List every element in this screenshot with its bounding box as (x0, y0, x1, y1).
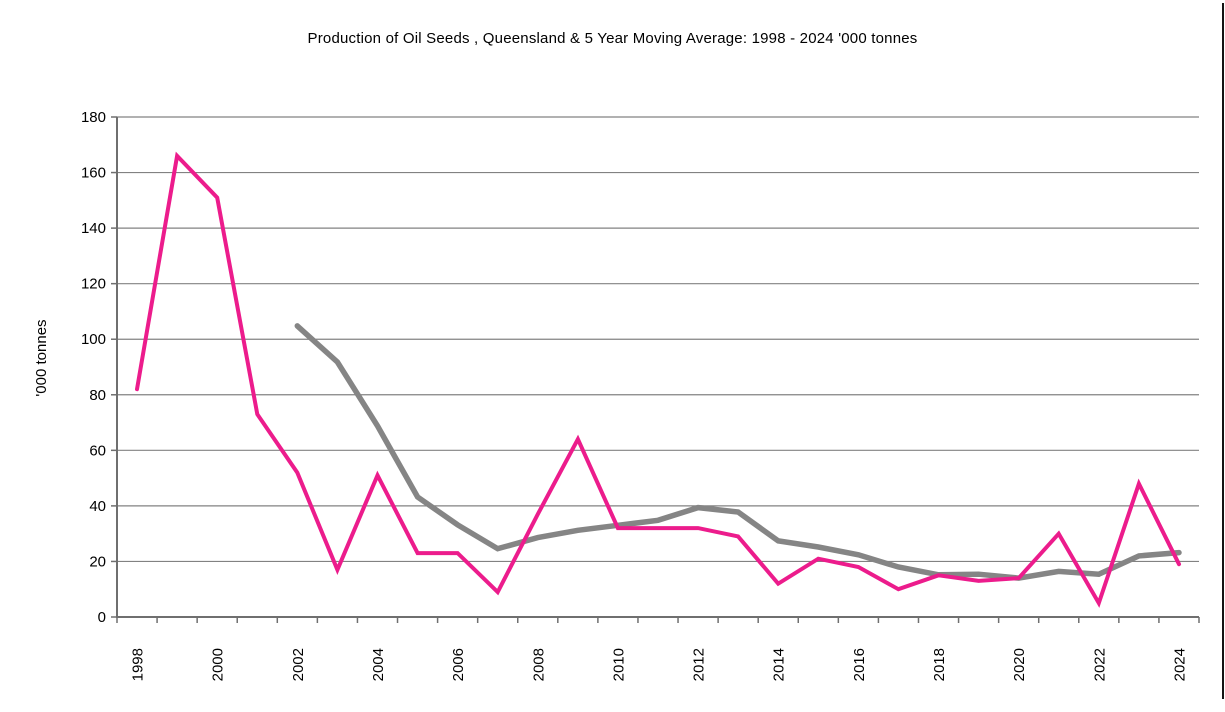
x-tick-label: 2022 (1091, 648, 1108, 681)
window-edge-line (1222, 3, 1224, 699)
x-tick-label: 1998 (130, 648, 147, 681)
x-tick-label: 2010 (610, 648, 627, 681)
y-tick-label: 100 (81, 331, 106, 348)
y-tick-label: 40 (89, 498, 106, 515)
x-tick-label: 2000 (210, 648, 227, 681)
y-tick-label: 120 (81, 276, 106, 293)
x-tick-label: 2016 (851, 648, 868, 681)
x-tick-label: 2020 (1011, 648, 1028, 681)
y-tick-label: 60 (89, 442, 106, 459)
series-line-production (135, 151, 1181, 608)
y-tick-label: 20 (89, 553, 106, 570)
chart-title: Production of Oil Seeds , Queensland & 5… (307, 30, 918, 47)
x-tick-label: 2006 (450, 648, 467, 681)
y-tick-label: 0 (98, 609, 106, 626)
x-tick-label: 2012 (691, 648, 708, 681)
y-axis-title: '000 tonnes (33, 319, 50, 396)
x-tick-label: 2004 (370, 648, 387, 681)
y-tick-label: 80 (89, 387, 106, 404)
y-tick-label: 160 (81, 165, 106, 182)
x-tick-label: 2008 (530, 648, 547, 681)
y-tick-label: 140 (81, 220, 106, 237)
series-line-moving-average (294, 323, 1182, 581)
x-tick-label: 2024 (1171, 648, 1188, 681)
x-tick-label: 2018 (931, 648, 948, 681)
y-tick-label: 180 (81, 109, 106, 126)
x-tick-label: 2014 (771, 648, 788, 681)
x-tick-label: 2002 (290, 648, 307, 681)
